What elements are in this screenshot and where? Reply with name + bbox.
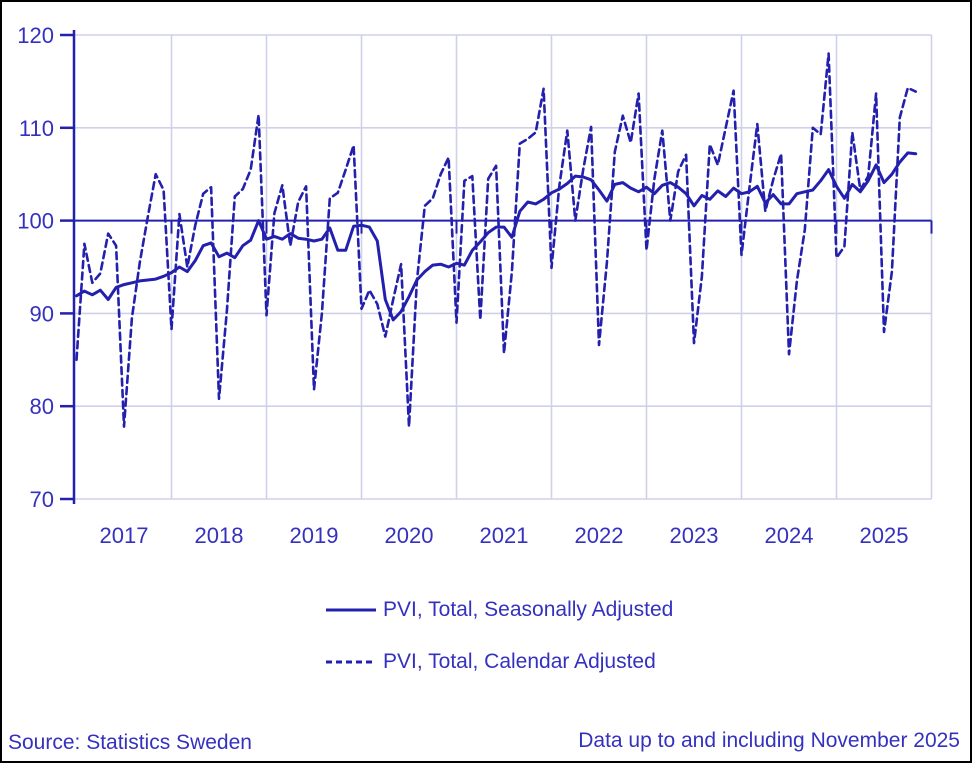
x-year-label: 2024 xyxy=(765,523,814,548)
x-year-label: 2023 xyxy=(670,523,719,548)
x-year-label: 2021 xyxy=(480,523,529,548)
dashed-line-swatch-icon xyxy=(326,660,376,664)
y-tick-label: 120 xyxy=(17,23,54,48)
solid-line-swatch-icon xyxy=(326,608,376,612)
chart-legend: PVI, Total, Seasonally Adjusted PVI, Tot… xyxy=(325,597,673,675)
x-year-label: 2018 xyxy=(195,523,244,548)
x-year-label: 2020 xyxy=(385,523,434,548)
pvi-line-chart: 70 80 90 100 110 120 2017 2018 2019 2020 2021 2022 2… xyxy=(17,23,933,548)
y-tick-label: 110 xyxy=(19,116,54,141)
y-tick-label: 100 xyxy=(17,209,54,234)
legend-item-calendar-adjusted: PVI, Total, Calendar Adjusted xyxy=(325,649,673,675)
seasonally-adjusted-line xyxy=(75,151,918,322)
legend-label-calendar-adjusted: PVI, Total, Calendar Adjusted xyxy=(383,650,656,673)
x-year-label: 2025 xyxy=(860,523,909,548)
x-year-label: 2019 xyxy=(290,523,339,548)
y-tick-label: 70 xyxy=(30,487,54,512)
source-attribution: Source: Statistics Sweden xyxy=(8,731,252,754)
x-year-label: 2022 xyxy=(575,523,624,548)
data-coverage-note: Data up to and including November 2025 xyxy=(578,729,960,752)
x-year-label: 2017 xyxy=(100,523,149,548)
legend-label-seasonally-adjusted: PVI, Total, Seasonally Adjusted xyxy=(383,598,674,621)
calendar-adjusted-line xyxy=(75,52,918,428)
y-tick-label: 90 xyxy=(30,301,54,326)
legend-item-seasonally-adjusted: PVI, Total, Seasonally Adjusted xyxy=(325,597,673,623)
y-tick-label: 80 xyxy=(30,394,54,419)
